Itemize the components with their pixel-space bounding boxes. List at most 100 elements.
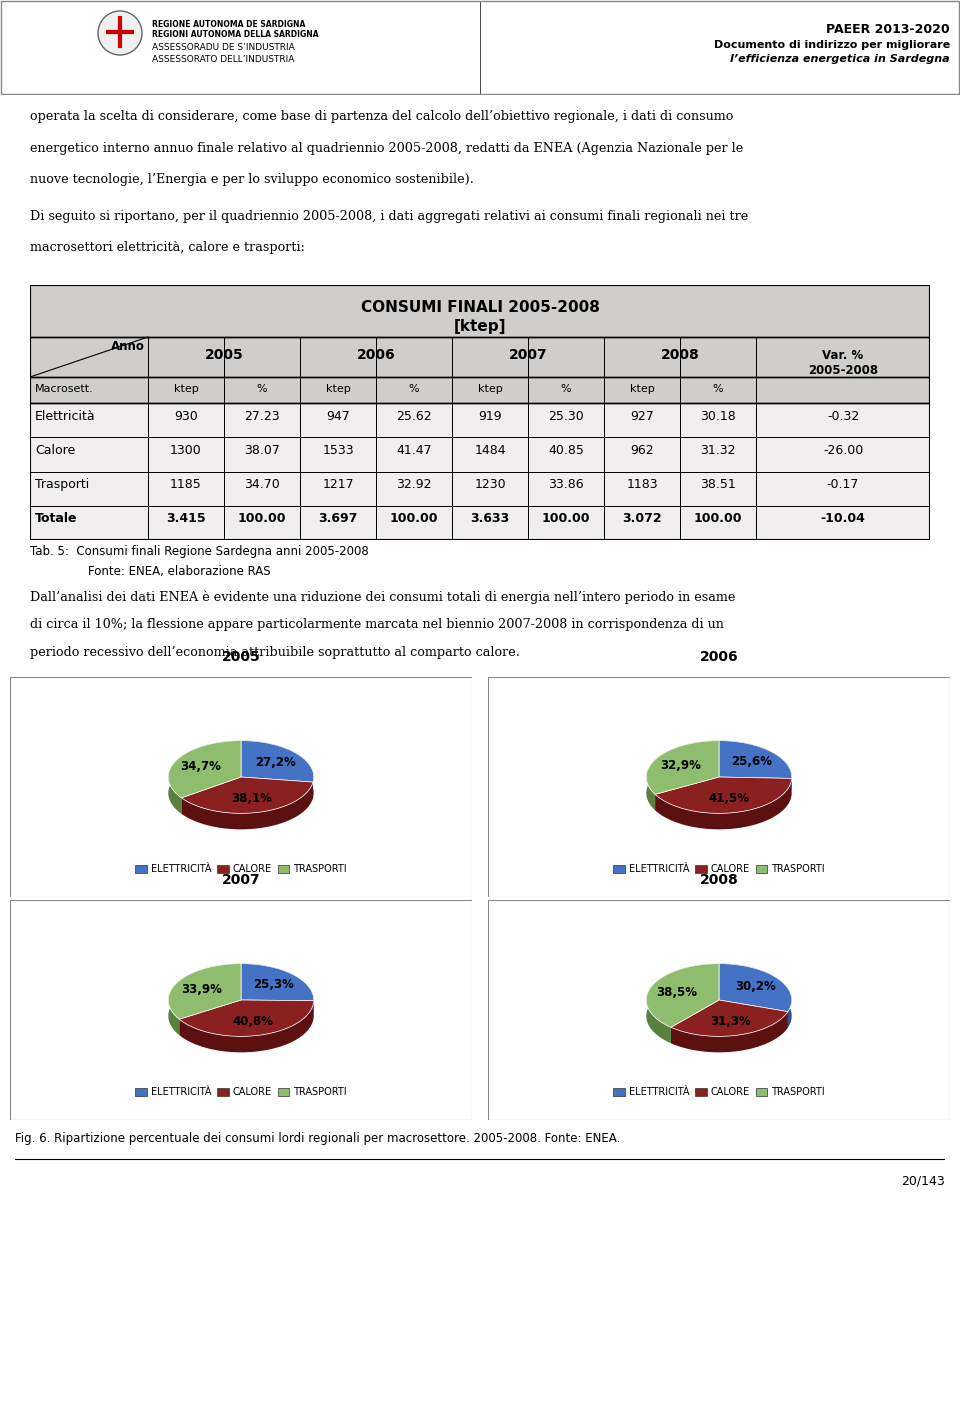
Bar <box>30 506 930 540</box>
Text: 100.00: 100.00 <box>541 513 590 525</box>
Polygon shape <box>719 964 792 1012</box>
Text: 30,2%: 30,2% <box>735 981 776 993</box>
Text: [ktep]: [ktep] <box>454 319 506 334</box>
Text: 40.85: 40.85 <box>548 444 584 457</box>
Text: ktep: ktep <box>174 385 199 395</box>
Text: 38,1%: 38,1% <box>231 792 272 805</box>
Text: 2008: 2008 <box>700 873 738 887</box>
Text: 34.70: 34.70 <box>244 478 280 492</box>
Text: 2005: 2005 <box>222 649 260 663</box>
Text: REGIONE AUTONOMA DE SARDIGNA: REGIONE AUTONOMA DE SARDIGNA <box>152 20 305 30</box>
Text: -26.00: -26.00 <box>823 444 863 457</box>
Text: 1185: 1185 <box>170 478 202 492</box>
Text: 25.62: 25.62 <box>396 410 432 423</box>
Bar <box>30 472 930 506</box>
Text: 38.51: 38.51 <box>700 478 736 492</box>
Polygon shape <box>646 740 719 794</box>
Text: 962: 962 <box>630 444 654 457</box>
Legend: ELETTRICITÀ, CALORE, TRASPORTI: ELETTRICITÀ, CALORE, TRASPORTI <box>132 1083 350 1102</box>
Polygon shape <box>655 777 792 813</box>
Text: 2008: 2008 <box>660 348 700 362</box>
Legend: ELETTRICITÀ, CALORE, TRASPORTI: ELETTRICITÀ, CALORE, TRASPORTI <box>610 1083 828 1102</box>
Polygon shape <box>168 740 241 813</box>
Bar <box>30 437 930 472</box>
Text: 1230: 1230 <box>474 478 506 492</box>
Text: 100.00: 100.00 <box>238 513 286 525</box>
Text: 33,9%: 33,9% <box>181 982 222 996</box>
Text: Tab. 5:  Consumi finali Regione Sardegna anni 2005-2008: Tab. 5: Consumi finali Regione Sardegna … <box>30 545 369 558</box>
Text: 2007: 2007 <box>222 873 260 887</box>
Text: 34,7%: 34,7% <box>180 760 222 773</box>
Text: 32,9%: 32,9% <box>660 759 701 771</box>
Text: 3.697: 3.697 <box>319 513 358 525</box>
Text: macrosettori elettricità, calore e trasporti:: macrosettori elettricità, calore e trasp… <box>30 242 305 254</box>
Polygon shape <box>181 783 313 829</box>
Text: energetico interno annuo finale relativo al quadriennio 2005-2008, redatti da EN: energetico interno annuo finale relativo… <box>30 142 743 155</box>
Text: Calore: Calore <box>35 444 75 457</box>
Text: 2006: 2006 <box>700 649 738 663</box>
Bar <box>30 403 930 437</box>
Polygon shape <box>241 964 314 1000</box>
Polygon shape <box>646 964 719 1044</box>
Text: 25,3%: 25,3% <box>252 978 294 991</box>
Text: 33.86: 33.86 <box>548 478 584 492</box>
Text: Anno: Anno <box>111 340 145 353</box>
Polygon shape <box>241 740 314 783</box>
Text: 31.32: 31.32 <box>700 444 735 457</box>
Text: 1300: 1300 <box>170 444 202 457</box>
Text: -10.04: -10.04 <box>821 513 865 525</box>
Text: 41.47: 41.47 <box>396 444 432 457</box>
Text: Elettricità: Elettricità <box>35 410 96 423</box>
Text: Fonte: ENEA, elaborazione RAS: Fonte: ENEA, elaborazione RAS <box>88 565 271 577</box>
Text: -0.17: -0.17 <box>827 478 859 492</box>
Text: 919: 919 <box>478 410 502 423</box>
Text: 3.415: 3.415 <box>166 513 205 525</box>
Text: Documento di indirizzo per migliorare: Documento di indirizzo per migliorare <box>713 39 950 51</box>
Polygon shape <box>646 964 719 1027</box>
Polygon shape <box>646 740 719 811</box>
Text: 38.07: 38.07 <box>244 444 280 457</box>
Text: 947: 947 <box>326 410 349 423</box>
Text: 40,8%: 40,8% <box>232 1016 274 1028</box>
Polygon shape <box>180 1000 314 1052</box>
Legend: ELETTRICITÀ, CALORE, TRASPORTI: ELETTRICITÀ, CALORE, TRASPORTI <box>132 860 350 878</box>
Text: 27,2%: 27,2% <box>254 756 296 769</box>
Text: l’efficienza energetica in Sardegna: l’efficienza energetica in Sardegna <box>731 53 950 65</box>
Text: %: % <box>409 385 420 395</box>
Text: -0.32: -0.32 <box>827 410 859 423</box>
Text: ktep: ktep <box>630 385 655 395</box>
Polygon shape <box>168 740 241 798</box>
Text: 20/143: 20/143 <box>901 1175 945 1187</box>
Text: 38,5%: 38,5% <box>657 985 697 999</box>
Text: 41,5%: 41,5% <box>708 792 750 805</box>
Text: ASSESSORADU DE S’INDUSTRIA: ASSESSORADU DE S’INDUSTRIA <box>152 44 295 52</box>
Text: Macrosett.: Macrosett. <box>35 385 94 395</box>
Circle shape <box>98 11 142 55</box>
Polygon shape <box>181 777 313 813</box>
Text: %: % <box>561 385 571 395</box>
Text: Dall’analisi dei dati ENEA è evidente una riduzione dei consumi totali di energi: Dall’analisi dei dati ENEA è evidente un… <box>30 590 735 604</box>
Polygon shape <box>655 778 792 829</box>
Polygon shape <box>241 740 314 798</box>
Text: di circa il 10%; la flessione appare particolarmente marcata nel biennio 2007-20: di circa il 10%; la flessione appare par… <box>30 618 724 631</box>
Text: nuove tecnologie, l’Energia e per lo sviluppo economico sostenibile).: nuove tecnologie, l’Energia e per lo svi… <box>30 173 474 187</box>
Text: periodo recessivo dell’economia attribuibile soprattutto al comparto calore.: periodo recessivo dell’economia attribui… <box>30 646 520 659</box>
Legend: ELETTRICITÀ, CALORE, TRASPORTI: ELETTRICITÀ, CALORE, TRASPORTI <box>610 860 828 878</box>
Text: 25,6%: 25,6% <box>731 754 772 769</box>
Polygon shape <box>671 1012 788 1052</box>
Text: PAEER 2013-2020: PAEER 2013-2020 <box>827 22 950 37</box>
Text: Fig. 6. Ripartizione percentuale dei consumi lordi regionali per macrosettore. 2: Fig. 6. Ripartizione percentuale dei con… <box>15 1132 620 1145</box>
Text: 927: 927 <box>630 410 654 423</box>
Text: Totale: Totale <box>35 513 78 525</box>
Text: ASSESSORATO DELL’INDUSTRIA: ASSESSORATO DELL’INDUSTRIA <box>152 55 295 65</box>
Text: 3.072: 3.072 <box>622 513 661 525</box>
Text: Di seguito si riportano, per il quadriennio 2005-2008, i dati aggregati relativi: Di seguito si riportano, per il quadrien… <box>30 209 748 223</box>
Text: 1183: 1183 <box>626 478 658 492</box>
Text: %: % <box>256 385 267 395</box>
Polygon shape <box>241 964 314 1017</box>
Text: 100.00: 100.00 <box>694 513 742 525</box>
Text: 930: 930 <box>174 410 198 423</box>
Polygon shape <box>168 964 241 1019</box>
Text: 2005: 2005 <box>204 348 244 362</box>
Text: ktep: ktep <box>325 385 350 395</box>
